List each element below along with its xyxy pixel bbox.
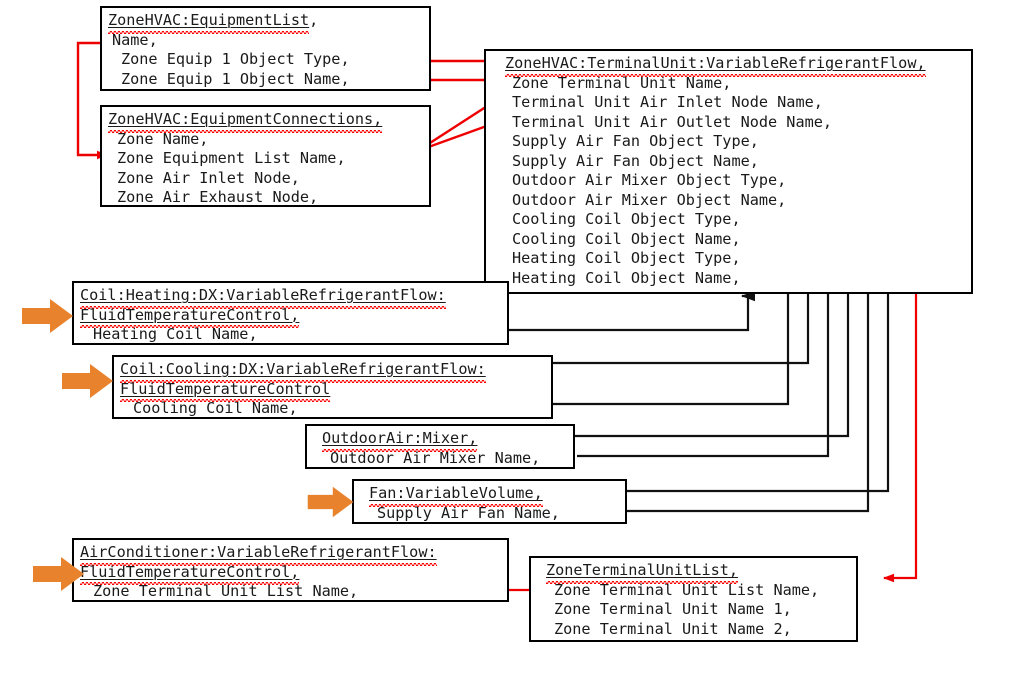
box-coil-cooling-dx-vrf-ftc: Coil:Cooling:DX:VariableRefrigerantFlow:… — [112, 355, 553, 419]
heatingcoil-object-type-line2: FluidTemperatureControl, — [80, 305, 501, 328]
equipmentlist-object-type-text: ZoneHVAC:EquipmentList — [108, 11, 310, 33]
airconditioner-field-tu-list-name: Zone Terminal Unit List Name, — [93, 582, 359, 600]
coolingcoil-object-type-line1: Coil:Cooling:DX:VariableRefrigerantFlow: — [120, 360, 545, 382]
box-zonehvac-equipmentconnections: ZoneHVAC:EquipmentConnections, Zone Name… — [100, 105, 431, 207]
orange-arrow-air-conditioner — [33, 557, 84, 591]
terminalunit-field-coolingcoil-type: Cooling Coil Object Type, — [512, 210, 741, 228]
coolingcoil-field-name: Cooling Coil Name, — [133, 399, 298, 417]
box-zonehvac-equipmentlist: ZoneHVAC:EquipmentList, Name, Zone Equip… — [100, 6, 431, 91]
equipmentconnections-field-equip-list-name: Zone Equipment List Name, — [117, 149, 346, 167]
terminalunit-field-heatingcoil-name: Heating Coil Object Name, — [512, 268, 741, 287]
terminalunit-field-oamixer-name: Outdoor Air Mixer Object Name, — [512, 190, 787, 209]
fan-field-name: Supply Air Fan Name, — [377, 503, 560, 522]
oamixer-object-type-text: OutdoorAir:Mixer, — [322, 429, 478, 451]
terminalunit-field-oamixer-type: Outdoor Air Mixer Object Type, — [512, 171, 787, 189]
fan-object-type-text: Fan:VariableVolume, — [369, 484, 543, 506]
airconditioner-object-type-line1-text: AirConditioner:VariableRefrigerantFlow: — [80, 543, 437, 565]
terminalunit-field-outlet-node: Terminal Unit Air Outlet Node Name, — [512, 112, 833, 131]
box-fan-variablevolume: Fan:VariableVolume, Supply Air Fan Name, — [352, 479, 627, 524]
orange-arrow-cooling-coil — [62, 364, 113, 398]
heatingcoil-object-type-line2-text: FluidTemperatureControl, — [80, 305, 300, 328]
terminalunit-object-type-text: ZoneHVAC:TerminalUnit:VariableRefrigeran… — [505, 54, 926, 76]
box-airconditioner-vrf-ftc: AirConditioner:VariableRefrigerantFlow: … — [72, 538, 509, 602]
terminalunit-field-inlet-node: Terminal Unit Air Inlet Node Name, — [512, 93, 823, 111]
oamixer-object-type: OutdoorAir:Mixer, — [313, 429, 567, 451]
airconditioner-object-type-line1: AirConditioner:VariableRefrigerantFlow: — [80, 543, 501, 565]
terminalunit-field-tu-name: Zone Terminal Unit Name, — [512, 73, 732, 92]
tulist-field-tu-name-1: Zone Terminal Unit Name 1, — [554, 600, 792, 618]
box-zoneterminalunitlist: ZoneTerminalUnitList, Zone Terminal Unit… — [529, 556, 858, 642]
airconditioner-object-type-line2-text: FluidTemperatureControl, — [80, 562, 300, 585]
equipmentlist-object-type: ZoneHVAC:EquipmentList, — [108, 11, 319, 33]
equipmentlist-field-equip1-type: Zone Equip 1 Object Type, — [121, 50, 350, 68]
terminalunit-field-coolingcoil-name: Cooling Coil Object Name, — [512, 229, 741, 248]
equipmentconnections-object-type: ZoneHVAC:EquipmentConnections, — [108, 110, 423, 132]
equipmentconnections-field-zone-name: Zone Name, — [117, 129, 209, 148]
coolingcoil-object-type-line1-text: Coil:Cooling:DX:VariableRefrigerantFlow: — [120, 360, 486, 382]
fan-object-type: Fan:VariableVolume, — [360, 484, 619, 506]
heatingcoil-field-name: Heating Coil Name, — [93, 325, 258, 343]
coolingcoil-object-type-line2-text: FluidTemperatureControl — [120, 379, 331, 402]
equipmentconnections-object-type-text: ZoneHVAC:EquipmentConnections, — [108, 110, 383, 132]
orange-arrow-heating-coil — [22, 299, 73, 333]
box-outdoorair-mixer: OutdoorAir:Mixer, Outdoor Air Mixer Name… — [305, 424, 575, 469]
oamixer-field-name: Outdoor Air Mixer Name, — [330, 448, 541, 467]
red-connector-name-to-equiplistname — [76, 41, 121, 160]
coolingcoil-object-type-line2: FluidTemperatureControl — [120, 379, 545, 402]
terminalunit-field-fan-type: Supply Air Fan Object Type, — [512, 132, 759, 150]
orange-arrow-fan — [307, 486, 354, 518]
terminalunit-object-type: ZoneHVAC:TerminalUnit:VariableRefrigeran… — [492, 54, 965, 76]
tulist-field-tu-name-2: Zone Terminal Unit Name 2, — [554, 619, 792, 638]
equipmentlist-field-equip1-name: Zone Equip 1 Object Name, — [121, 69, 350, 88]
equipmentconnections-field-air-inlet-node: Zone Air Inlet Node, — [117, 168, 300, 187]
terminalunit-field-fan-name: Supply Air Fan Object Name, — [512, 151, 759, 170]
airconditioner-object-type-line2: FluidTemperatureControl, — [80, 562, 501, 585]
heatingcoil-object-type-line1: Coil:Heating:DX:VariableRefrigerantFlow: — [80, 286, 501, 308]
equipmentconnections-field-air-exhaust-node: Zone Air Exhaust Node, — [117, 188, 319, 206]
box-coil-heating-dx-vrf-ftc: Coil:Heating:DX:VariableRefrigerantFlow:… — [72, 281, 509, 345]
equipmentlist-field-name: Name, — [112, 30, 158, 49]
tulist-field-list-name: Zone Terminal Unit List Name, — [554, 580, 820, 599]
tulist-object-type: ZoneTerminalUnitList, — [537, 561, 850, 583]
black-connector-heatingcoil-name — [288, 290, 755, 332]
box-zonehvac-terminalunit-vrf: ZoneHVAC:TerminalUnit:VariableRefrigeran… — [484, 49, 973, 294]
tulist-object-type-text: ZoneTerminalUnitList, — [546, 561, 739, 583]
terminalunit-field-heatingcoil-type: Heating Coil Object Type, — [512, 249, 741, 267]
heatingcoil-object-type-line1-text: Coil:Heating:DX:VariableRefrigerantFlow: — [80, 286, 446, 308]
